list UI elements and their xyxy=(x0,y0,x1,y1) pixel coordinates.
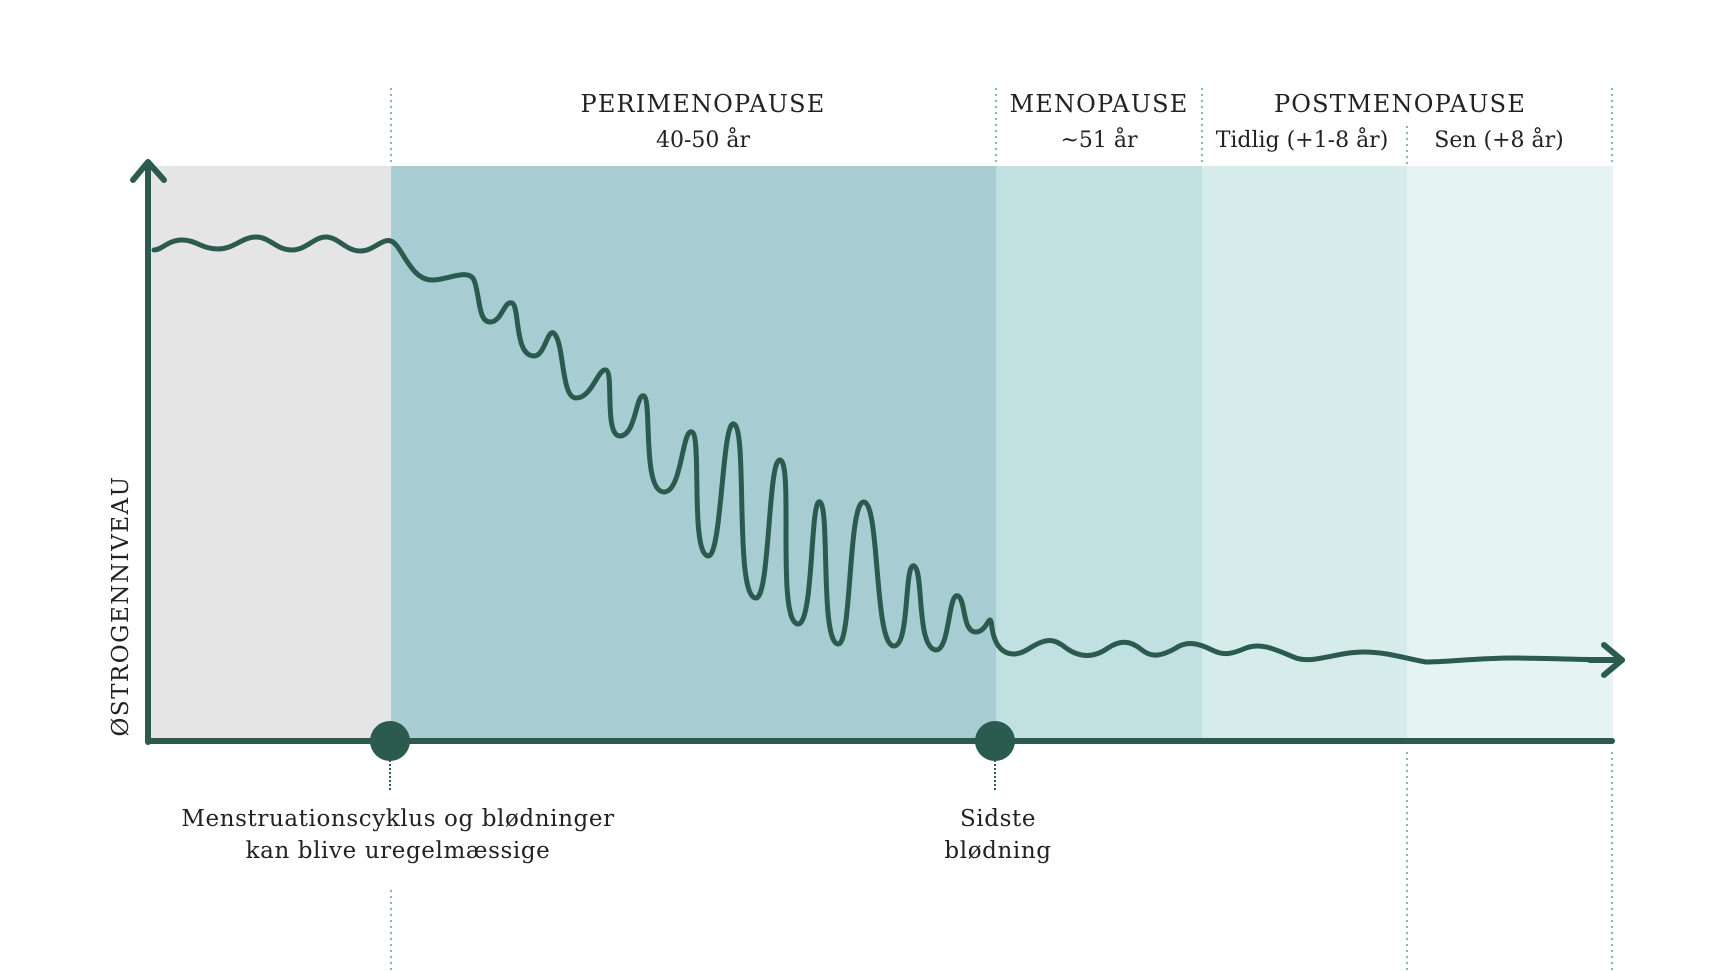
marker-irregular-dot xyxy=(370,721,410,761)
perimenopause-title: PERIMENOPAUSE xyxy=(580,90,825,118)
note-last-bleed-line2: blødning xyxy=(944,838,1051,864)
band-postmenopause-early xyxy=(1202,166,1407,739)
y-axis-label: ØSTROGENNIVEAU xyxy=(108,475,134,736)
estrogen-curve xyxy=(151,234,1621,665)
postmenopause-late: Sen (+8 år) xyxy=(1434,126,1563,153)
note-irregular-line1: Menstruationscyklus og blødninger xyxy=(181,806,614,832)
postmenopause-early: Tidlig (+1-8 år) xyxy=(1216,126,1389,153)
arrow-right-icon xyxy=(1601,642,1625,678)
arrow-up-icon xyxy=(130,159,167,183)
note-irregular-line2: kan blive uregelmæssige xyxy=(246,838,551,864)
menopause-age: ~51 år xyxy=(1060,126,1138,153)
perimenopause-age: 40-50 år xyxy=(656,126,751,153)
band-pre xyxy=(148,166,391,739)
band-perimenopause xyxy=(391,166,996,739)
band-menopause xyxy=(996,166,1202,739)
marker-ticks xyxy=(389,752,996,792)
note-last-bleed-line1: Sidste xyxy=(960,806,1036,832)
menopause-title: MENOPAUSE xyxy=(1009,90,1188,118)
band-postmenopause-late xyxy=(1407,166,1613,739)
marker-last-bleed-dot xyxy=(975,721,1015,761)
dividers xyxy=(390,88,1613,972)
postmenopause-title: POSTMENOPAUSE xyxy=(1274,90,1526,118)
